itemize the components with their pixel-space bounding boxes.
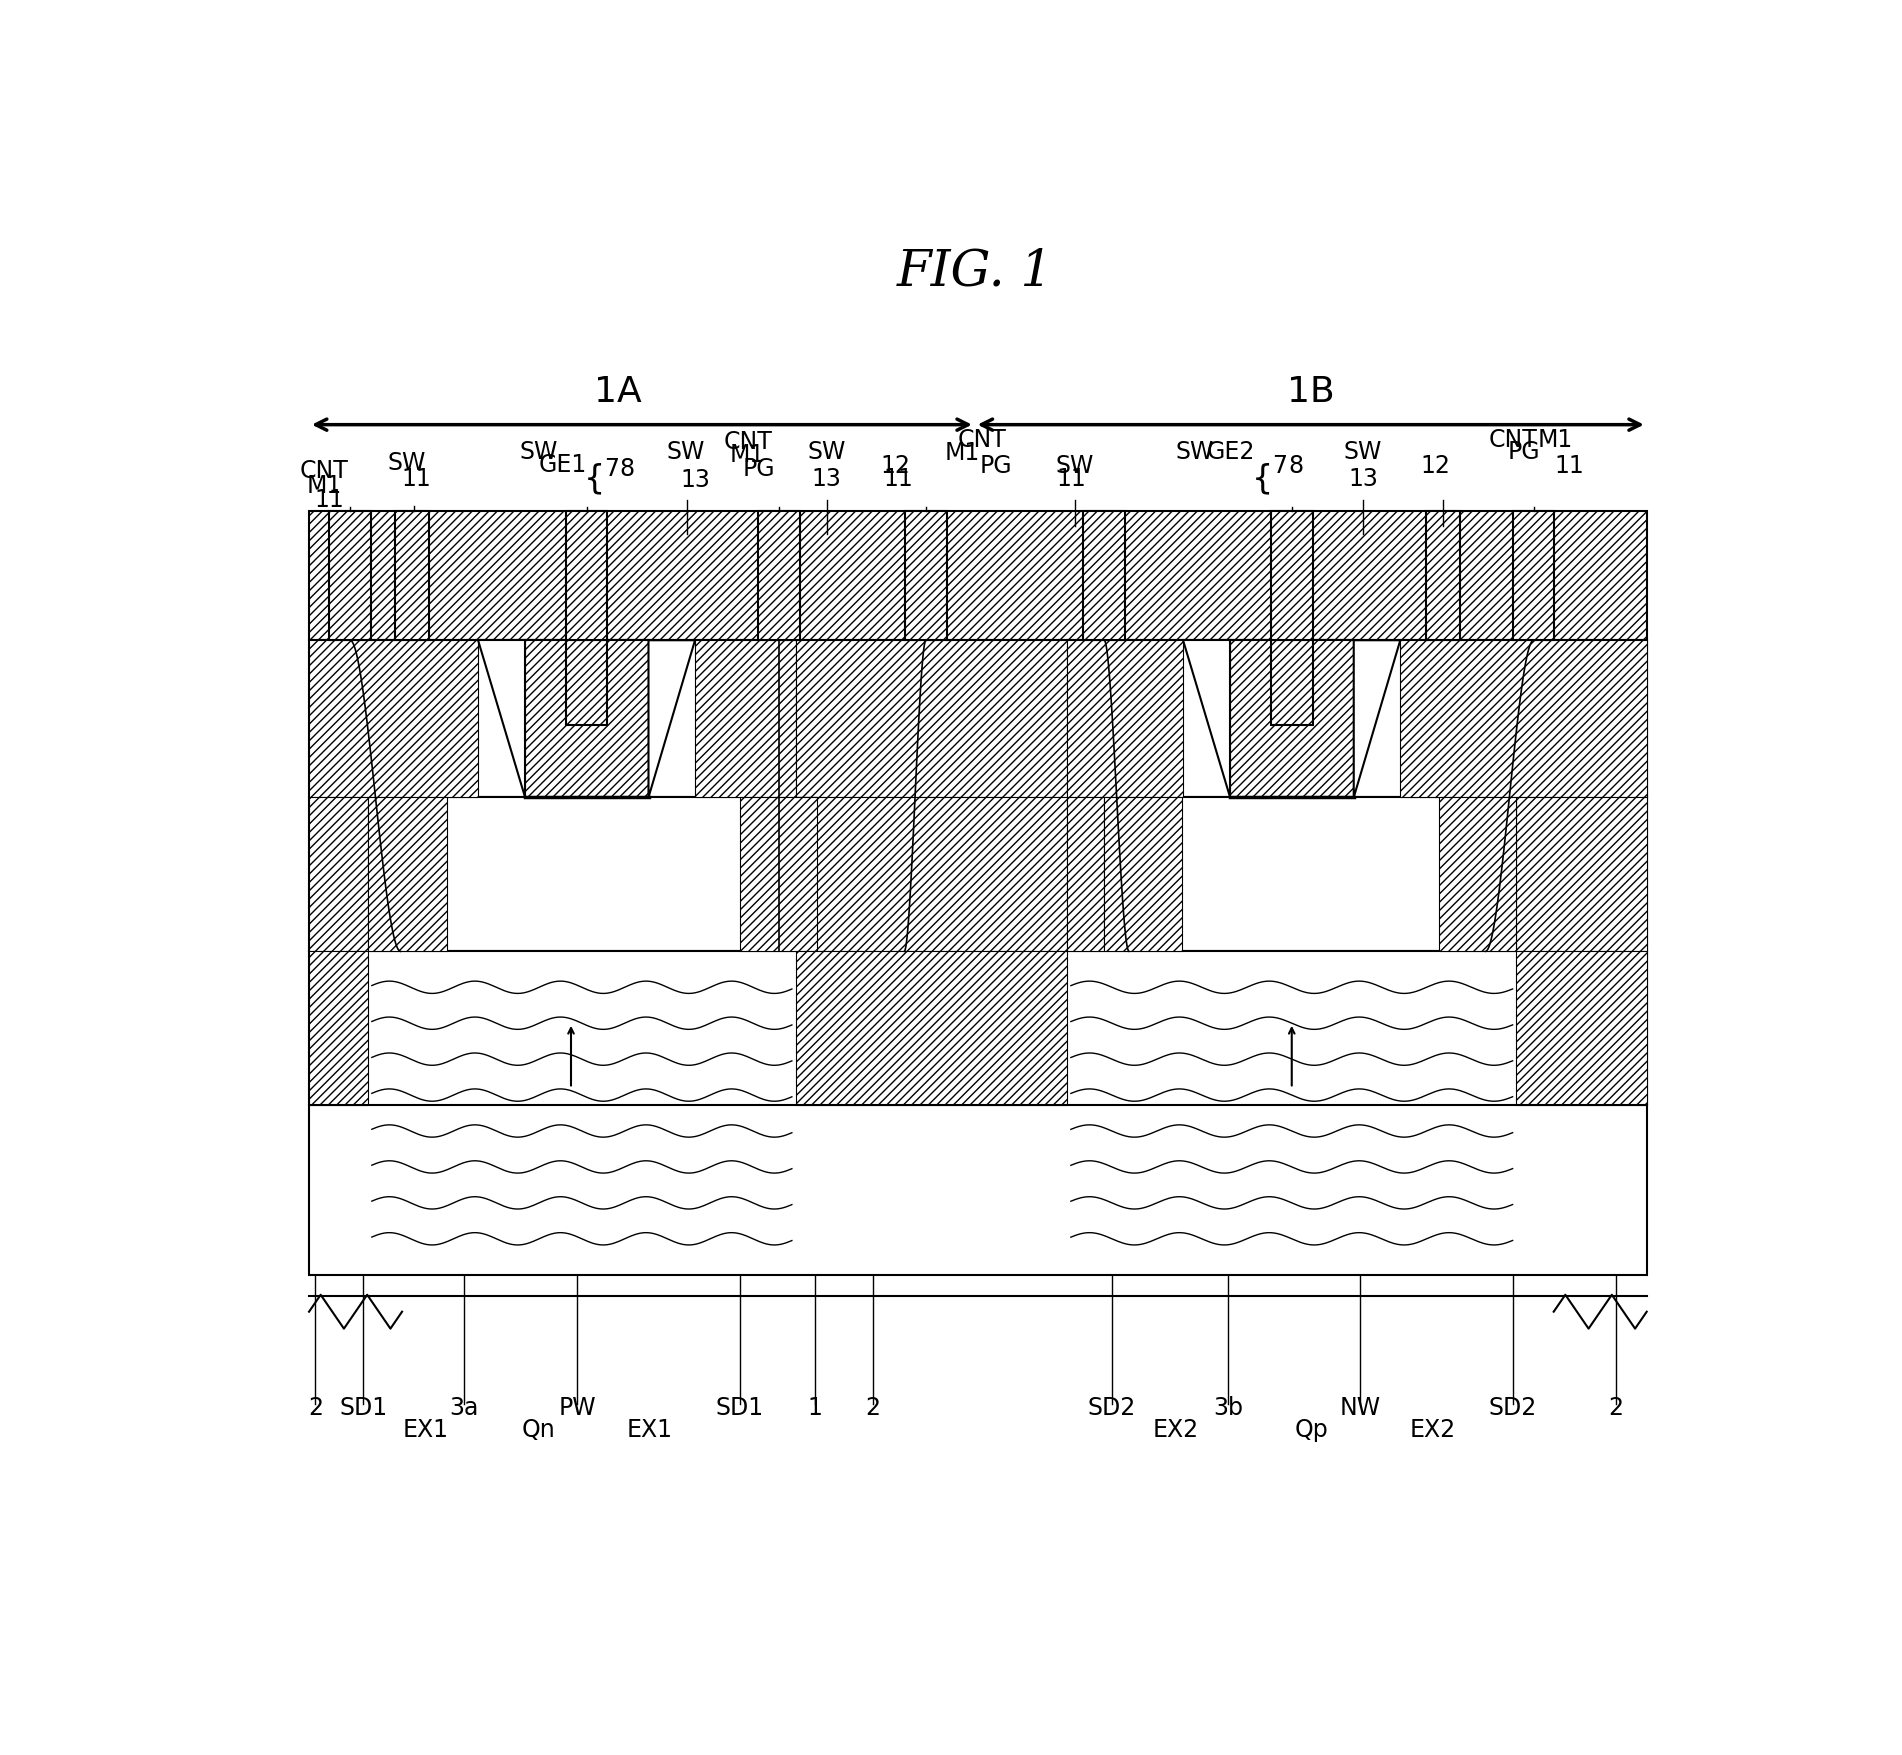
Bar <box>1516 797 1647 951</box>
Text: {: { <box>1252 462 1272 495</box>
Bar <box>795 797 818 951</box>
Bar <box>1105 797 1181 951</box>
Text: PG: PG <box>980 455 1012 479</box>
Bar <box>1512 511 1554 641</box>
Text: 13: 13 <box>812 467 843 491</box>
Bar <box>396 511 430 641</box>
Bar <box>329 511 371 641</box>
Text: EX2: EX2 <box>1153 1418 1198 1441</box>
Text: 13: 13 <box>681 469 709 491</box>
Text: SW: SW <box>808 441 846 465</box>
Text: SW: SW <box>1175 441 1213 465</box>
Bar <box>795 951 1067 1106</box>
Text: SD2: SD2 <box>1088 1395 1135 1420</box>
Text: SD2: SD2 <box>1489 1395 1537 1420</box>
Text: 7: 7 <box>603 456 618 481</box>
Text: SW: SW <box>1345 441 1383 465</box>
Text: GE2: GE2 <box>1208 441 1255 465</box>
Text: 13: 13 <box>1349 467 1377 491</box>
Text: 1B: 1B <box>1286 376 1333 409</box>
Bar <box>308 951 1647 1274</box>
Bar <box>1084 511 1126 641</box>
Text: 12: 12 <box>881 455 909 479</box>
Text: M1: M1 <box>306 474 342 498</box>
Text: SW: SW <box>1056 455 1094 479</box>
Polygon shape <box>1183 641 1231 797</box>
Text: 7: 7 <box>1272 455 1288 479</box>
Text: 1: 1 <box>808 1395 822 1420</box>
Bar <box>1271 511 1312 641</box>
Text: SW: SW <box>388 451 426 476</box>
Text: 8: 8 <box>1288 455 1303 479</box>
Text: CNT: CNT <box>957 428 1006 453</box>
Text: M1: M1 <box>730 444 765 467</box>
Bar <box>308 951 367 1106</box>
Bar <box>1426 511 1461 641</box>
Bar <box>795 641 1067 797</box>
Text: 11: 11 <box>401 467 432 491</box>
Bar <box>1440 797 1516 951</box>
Bar <box>308 511 1647 641</box>
Bar <box>905 511 947 641</box>
Text: M1: M1 <box>945 441 980 465</box>
Text: 11: 11 <box>883 467 913 491</box>
Text: SW: SW <box>519 441 557 465</box>
Bar <box>308 797 1647 951</box>
Bar <box>308 641 1647 797</box>
Text: {: { <box>584 462 605 495</box>
Bar <box>308 641 477 797</box>
Text: 2: 2 <box>1609 1395 1622 1420</box>
Bar <box>1271 641 1312 725</box>
Bar <box>795 797 1067 951</box>
Text: 11: 11 <box>314 488 344 512</box>
Text: NW: NW <box>1339 1395 1381 1420</box>
Bar <box>1067 797 1105 951</box>
Bar <box>1067 641 1183 797</box>
Bar <box>757 511 799 641</box>
Text: SW: SW <box>666 441 706 465</box>
Polygon shape <box>1354 641 1400 797</box>
Bar <box>694 641 795 797</box>
Text: 12: 12 <box>1421 455 1449 479</box>
Text: 3a: 3a <box>449 1395 479 1420</box>
Polygon shape <box>649 641 694 797</box>
Text: 11: 11 <box>1056 467 1086 491</box>
Text: CNT: CNT <box>1487 428 1537 453</box>
Text: PW: PW <box>559 1395 595 1420</box>
Text: M1: M1 <box>1537 428 1573 453</box>
Bar <box>565 511 607 641</box>
Bar <box>525 641 649 797</box>
Polygon shape <box>477 641 525 797</box>
Text: 3b: 3b <box>1213 1395 1244 1420</box>
Text: CNT: CNT <box>723 430 772 453</box>
Text: SD1: SD1 <box>339 1395 388 1420</box>
Text: CNT: CNT <box>301 458 348 483</box>
Text: PG: PG <box>742 458 774 481</box>
Text: PG: PG <box>1508 441 1541 465</box>
Text: SD1: SD1 <box>715 1395 765 1420</box>
Text: EX1: EX1 <box>628 1418 673 1441</box>
Text: EX2: EX2 <box>1409 1418 1455 1441</box>
Bar <box>308 797 367 951</box>
Text: GE1: GE1 <box>538 453 588 477</box>
Bar <box>1400 641 1647 797</box>
Text: 2: 2 <box>865 1395 881 1420</box>
Bar <box>740 797 818 951</box>
Text: 1A: 1A <box>593 376 641 409</box>
Bar <box>1231 641 1354 797</box>
Text: 2: 2 <box>308 1395 323 1420</box>
Text: EX1: EX1 <box>403 1418 449 1441</box>
Text: Qp: Qp <box>1293 1418 1328 1441</box>
Text: 8: 8 <box>620 456 635 481</box>
Bar <box>565 641 607 725</box>
Text: FIG. 1: FIG. 1 <box>896 247 1054 297</box>
Bar <box>367 797 447 951</box>
Text: 11: 11 <box>1554 455 1584 479</box>
Text: Qn: Qn <box>521 1418 555 1441</box>
Bar <box>1516 951 1647 1106</box>
